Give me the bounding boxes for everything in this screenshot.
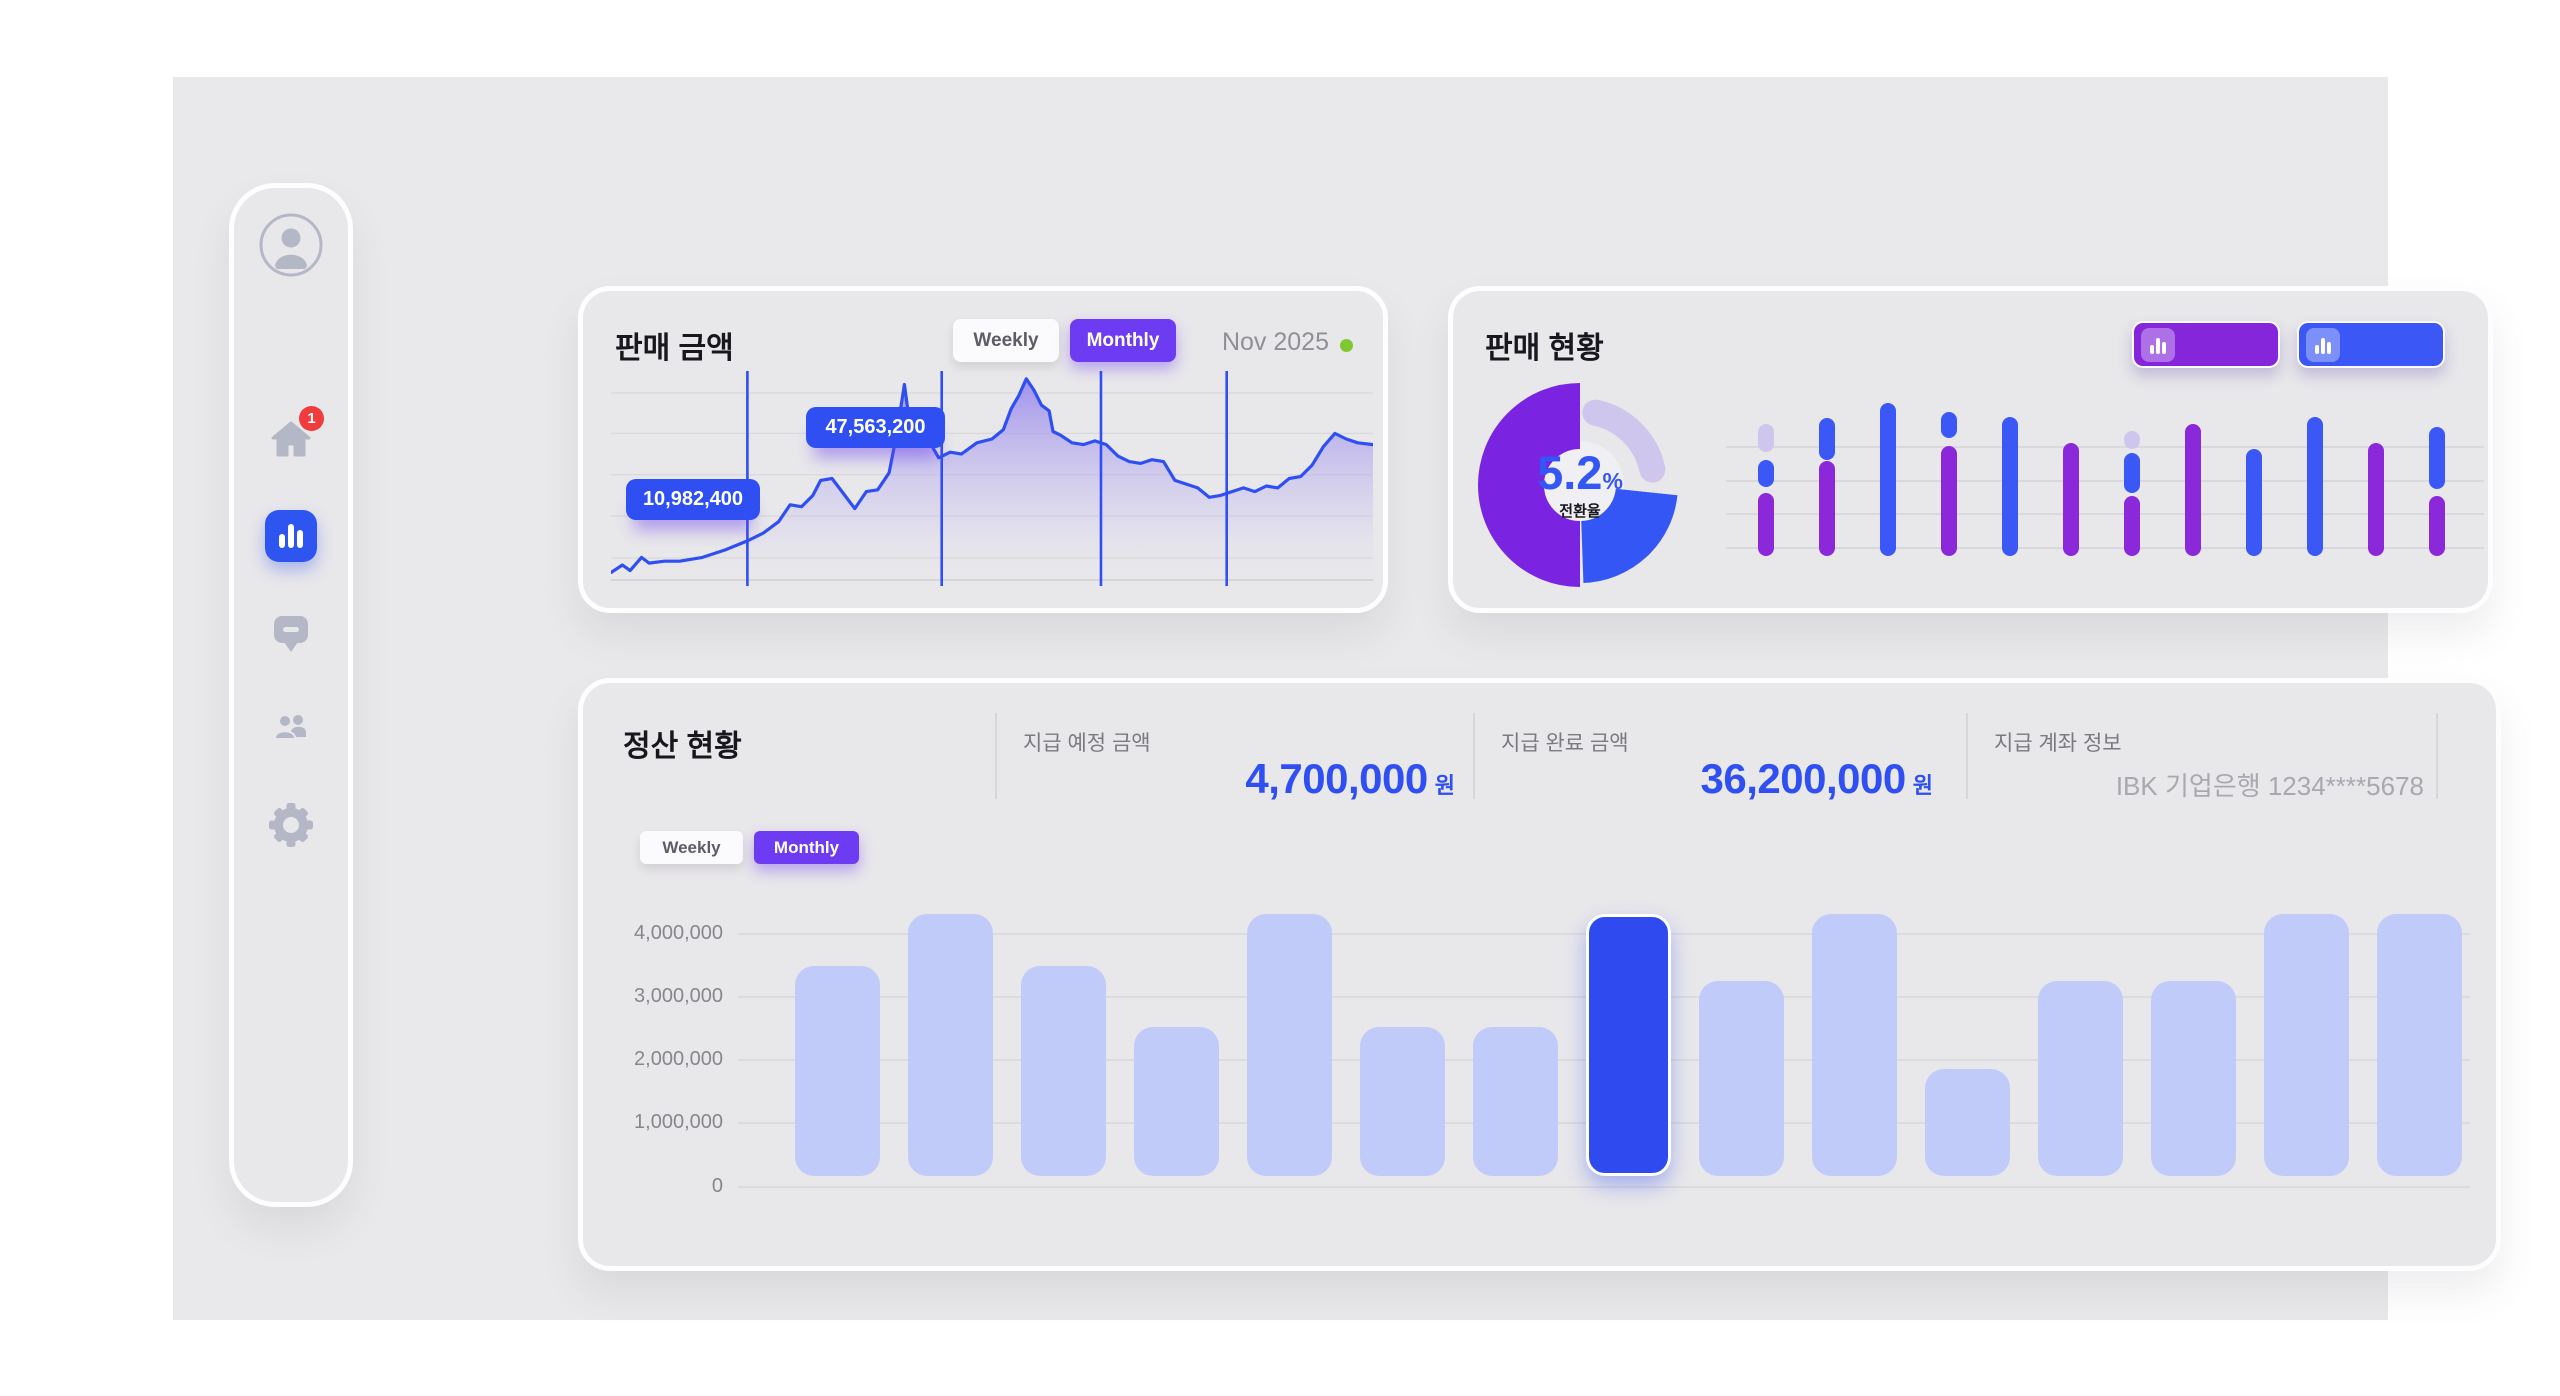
status-bar-segment (1819, 418, 1835, 460)
stat-unit: 원 (1434, 773, 1455, 798)
sales-line-chart (611, 371, 1373, 586)
stat-label: 지급 완료 금액 (1501, 732, 1629, 755)
settlement-bar (1699, 981, 1784, 1176)
account-info-value: IBK 기업은행 1234****5678 (2115, 771, 2424, 801)
settlement-bar (1021, 966, 1106, 1176)
status-bar-segment (1941, 412, 1957, 439)
settlement-bar-highlighted (1586, 914, 1671, 1176)
settlement-bar (2038, 981, 2123, 1176)
y-axis-tick: 4,000,000 (634, 922, 723, 944)
legend-series-purple[interactable] (2132, 321, 2280, 368)
stat-unit: 원 (1912, 773, 1933, 798)
bar-chart-icon (2141, 327, 2175, 362)
gridline (1726, 445, 2484, 448)
sales-amount-title: 판매 금액 (615, 332, 734, 365)
status-bar-segment (2368, 442, 2384, 556)
status-bar-segment (1758, 493, 1774, 556)
weekly-toggle-button[interactable]: Weekly (953, 319, 1059, 362)
sales-status-title: 판매 현황 (1485, 332, 1604, 365)
legend-series-blue[interactable] (2297, 321, 2445, 368)
status-bar-segment (2429, 496, 2445, 556)
settlement-bar-chart: 4,000,000 3,000,000 2,000,000 1,000,000 0 (583, 683, 2496, 1266)
period-label: Nov 2025 (1221, 328, 1329, 356)
weekly-toggle-button[interactable]: Weekly (640, 831, 743, 864)
status-bar-segment (2307, 416, 2323, 556)
settlement-bar (1360, 1027, 1445, 1176)
status-bar-segment (2063, 442, 2079, 556)
status-bar-segment (2429, 427, 2445, 489)
y-axis-tick: 0 (711, 1175, 723, 1197)
status-bar-segment (1758, 459, 1774, 488)
sales-status-columns-chart (1726, 403, 2484, 556)
gridline (1726, 546, 2484, 549)
stat-value: 36,200,000 (1700, 755, 1907, 802)
gridline (738, 1186, 2470, 1188)
y-axis-tick: 1,000,000 (634, 1111, 723, 1133)
status-bar-segment (1941, 445, 1957, 556)
stat-completed-payment: 지급 완료 금액 36,200,000 원 (1501, 711, 1933, 803)
monthly-toggle-button[interactable]: Monthly (1070, 319, 1176, 362)
stat-label: 지급 예정 금액 (1023, 732, 1151, 755)
avatar[interactable] (258, 212, 324, 278)
status-bar-segment (2185, 424, 2201, 556)
y-axis-tick: 3,000,000 (634, 985, 723, 1007)
settlement-title: 정산 현황 (623, 730, 742, 763)
status-bar-segment (2002, 416, 2018, 556)
settlement-bar (2151, 981, 2236, 1176)
bar-chart-icon (279, 524, 303, 548)
sidebar-item-messages[interactable] (265, 606, 317, 658)
sales-amount-card: 판매 금액 Weekly Monthly Nov 2025 47,563,200… (578, 286, 1388, 613)
sidebar-item-analytics[interactable] (265, 510, 317, 562)
status-bar-segment (2124, 496, 2140, 556)
settlement-bar (908, 914, 993, 1176)
users-icon (274, 714, 306, 740)
settlement-bar (2264, 914, 2349, 1176)
status-bar-segment (1819, 461, 1835, 556)
status-bar-segment (1758, 424, 1774, 452)
stat-payment-account: 지급 계좌 정보 IBK 기업은행 1234****5678 (1994, 711, 2424, 803)
gridline (1726, 513, 2484, 516)
status-bar-segment (2124, 430, 2140, 449)
sidebar-item-home[interactable]: 1 (265, 406, 324, 467)
notification-badge: 1 (299, 406, 324, 431)
status-bar-segment (2246, 448, 2262, 556)
monthly-toggle-button[interactable]: Monthly (754, 831, 859, 864)
conversion-donut-chart (1478, 383, 1678, 587)
y-axis-tick: 2,000,000 (634, 1048, 723, 1070)
home-icon (271, 421, 311, 457)
status-bar-segment (2124, 453, 2140, 494)
settlement-bar (1812, 914, 1897, 1176)
gear-icon (269, 803, 313, 847)
divider (1473, 713, 1475, 799)
settlement-bar (1247, 914, 1332, 1176)
settlement-bar (1473, 1027, 1558, 1176)
status-bar-segment (1880, 403, 1896, 556)
stat-value: 4,700,000 (1245, 755, 1428, 802)
data-callout-low: 10,982,400 (626, 479, 760, 520)
settlement-bar (1134, 1027, 1219, 1176)
sidebar-item-customers[interactable] (265, 702, 317, 754)
app-canvas: 1 (173, 77, 2501, 1320)
live-status-dot (1340, 339, 1353, 352)
settlement-bar (1925, 1069, 2010, 1176)
message-icon (274, 616, 308, 652)
divider (995, 713, 997, 799)
data-callout-peak: 47,563,200 (806, 407, 945, 448)
divider (2436, 713, 2438, 799)
gridline (1726, 479, 2484, 482)
divider (1966, 713, 1968, 799)
user-avatar-icon (259, 213, 323, 277)
sidebar-item-settings[interactable] (265, 799, 317, 851)
stat-label: 지급 계좌 정보 (1994, 732, 2122, 755)
bar-chart-icon (2306, 327, 2340, 362)
sidebar: 1 (229, 183, 353, 1207)
settlement-card: 정산 현황 지급 예정 금액 4,700,000 원 지급 완료 금액 36,2… (578, 678, 2501, 1271)
stat-scheduled-payment: 지급 예정 금액 4,700,000 원 (1023, 711, 1455, 803)
settlement-bar (2377, 914, 2462, 1176)
settlement-bar (795, 966, 880, 1176)
sales-status-card: 판매 현황 (1448, 286, 2493, 613)
